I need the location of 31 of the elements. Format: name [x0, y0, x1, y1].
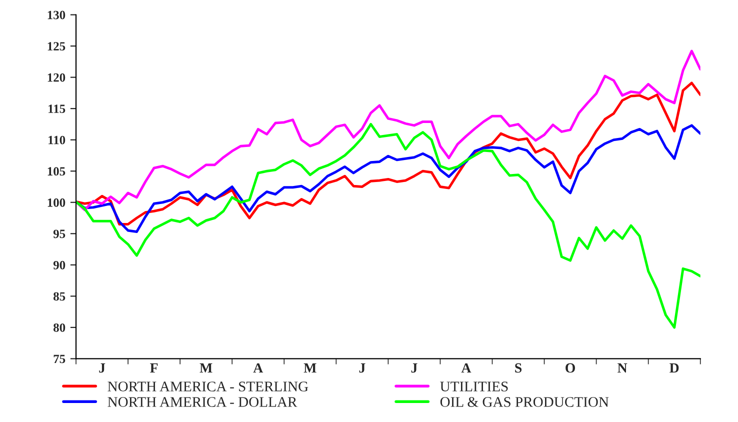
x-tick-label: M [200, 363, 212, 373]
y-tick-label: 80 [54, 323, 66, 332]
y-tick-label: 95 [53, 230, 66, 238]
y-tick-label: 85 [54, 292, 66, 301]
x-tick-label: A [461, 363, 472, 373]
x-tick-label: S [515, 363, 522, 373]
legend-label: OIL & GAS PRODUCTION [440, 397, 609, 407]
line-series [76, 122, 700, 329]
x-tick-label: M [304, 363, 316, 373]
line-series [76, 50, 700, 212]
x-tick-label: J [359, 363, 366, 373]
x-tick-label: N [618, 363, 628, 373]
x-tick-label: D [670, 363, 679, 373]
y-tick-label: 125 [48, 42, 66, 50]
y-tick-label: 110 [48, 136, 66, 144]
legend-label: NORTH AMERICA - STERLING [108, 382, 308, 392]
x-tick-label: J [411, 363, 418, 373]
legend-label: UTILITIES [440, 382, 508, 392]
legend-label: NORTH AMERICA - DOLLAR [108, 397, 298, 407]
x-tick-label: F [150, 363, 158, 373]
y-tick-label: 75 [54, 354, 66, 364]
x-tick-label: A [253, 363, 264, 373]
y-tick-label: 100 [48, 198, 66, 207]
line-series [76, 124, 700, 234]
y-tick-label: 120 [48, 73, 66, 82]
y-tick-label: 105 [48, 167, 66, 176]
y-tick-label: 90 [53, 260, 66, 270]
y-tick-label: 130 [48, 10, 66, 20]
y-tick-label: 115 [48, 104, 66, 114]
x-tick-label: O [566, 363, 576, 373]
x-tick-label: J [99, 363, 106, 373]
